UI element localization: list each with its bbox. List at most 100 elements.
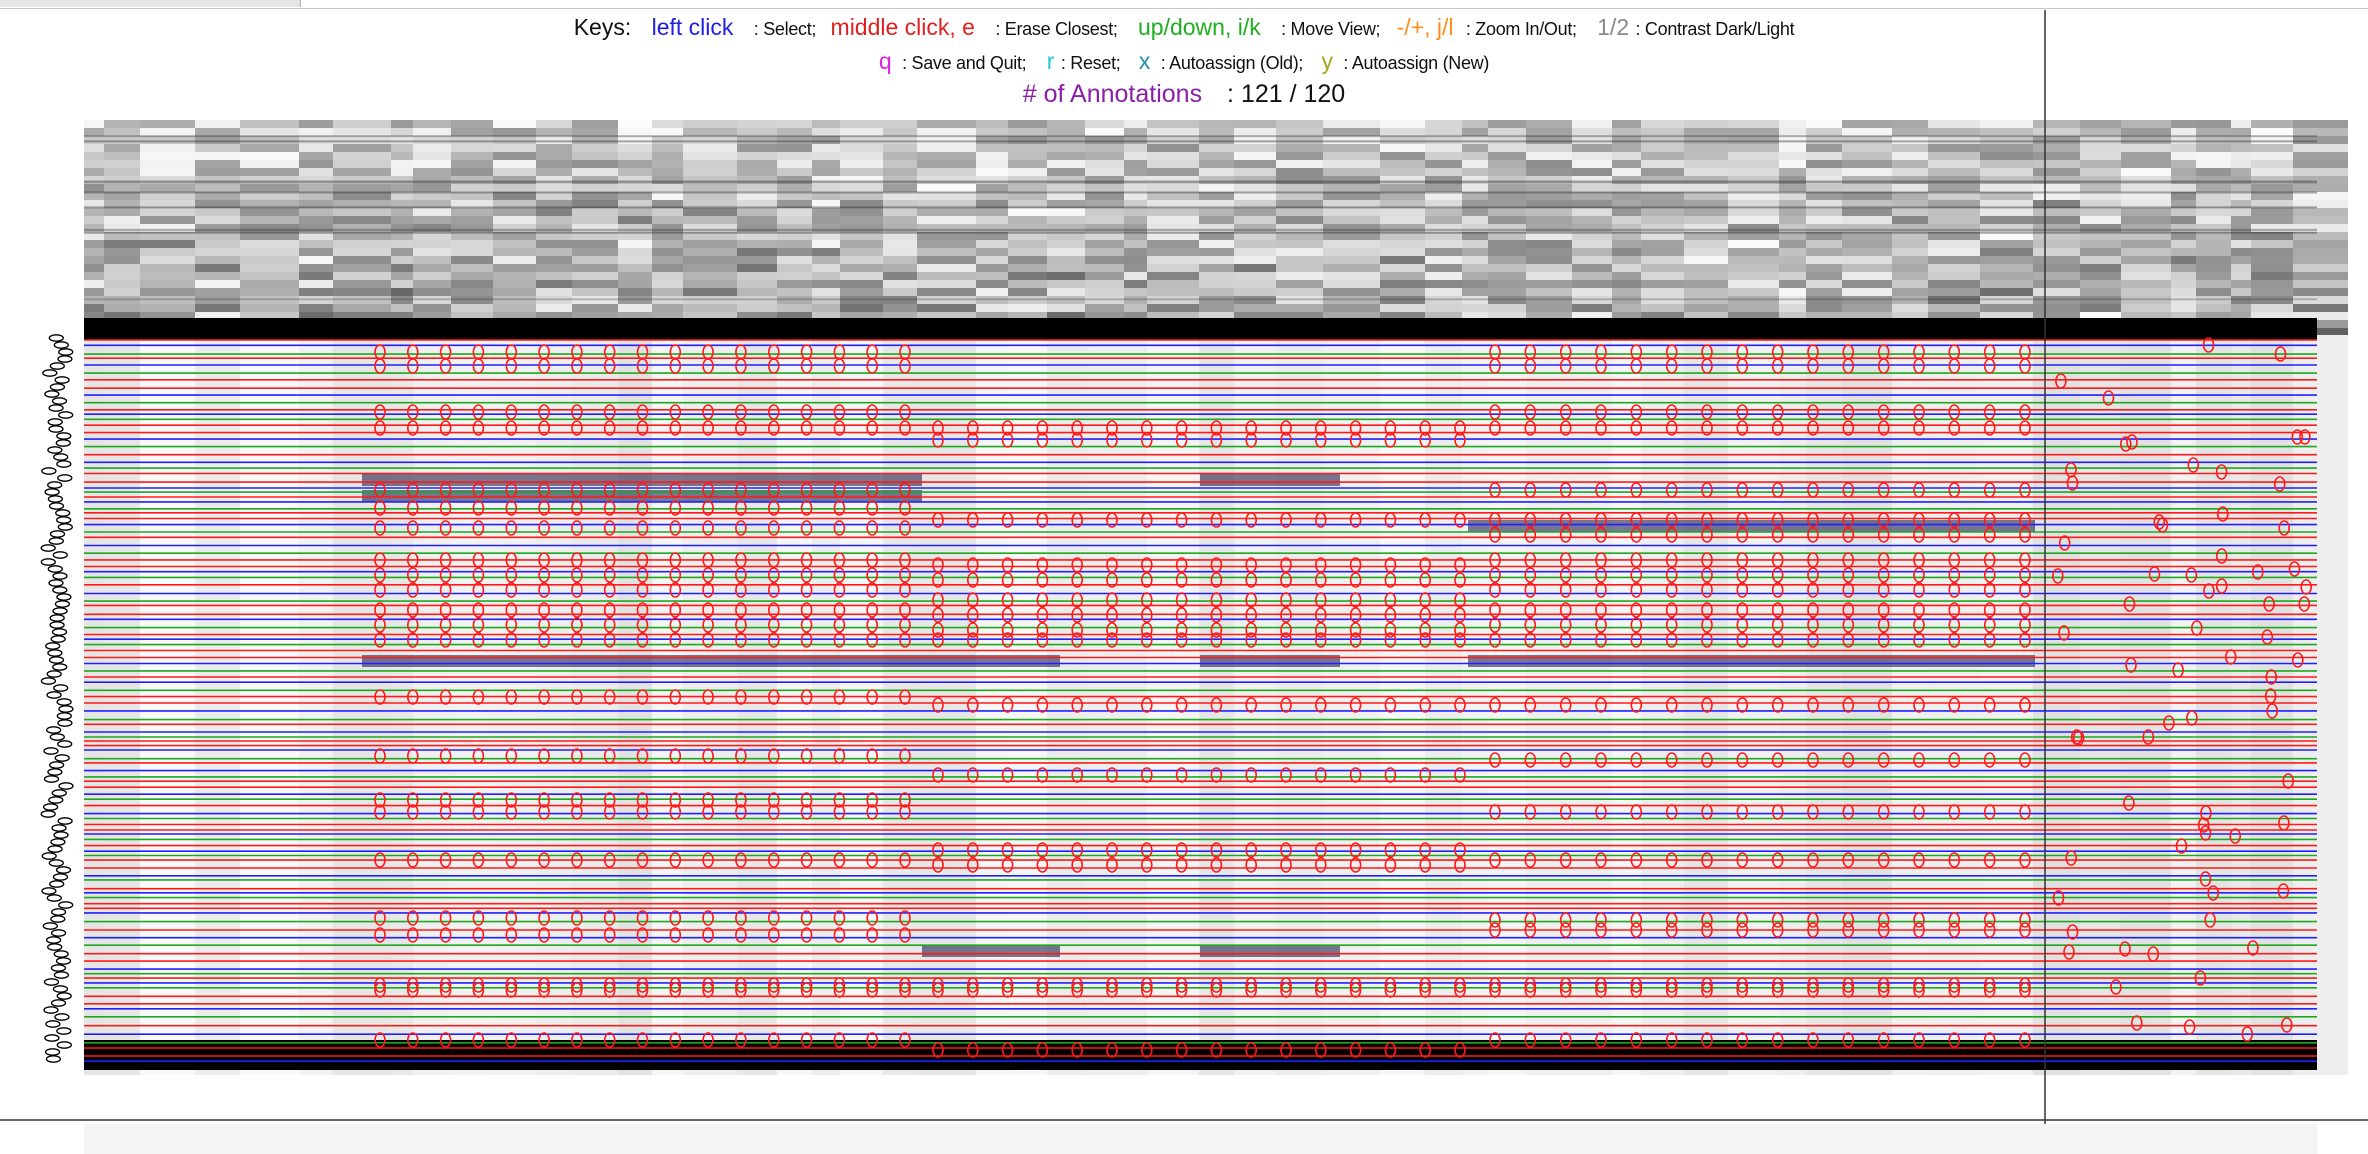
annotation-marker-icon[interactable] [1315, 622, 1327, 638]
annotation-marker-icon[interactable] [2019, 982, 2031, 998]
annotation-marker-icon[interactable] [899, 602, 911, 618]
annotation-marker-icon[interactable] [1948, 922, 1961, 938]
annotation-marker-icon[interactable] [636, 520, 649, 536]
annotation-marker-icon[interactable] [1454, 557, 1466, 573]
annotation-marker-icon[interactable] [1807, 977, 1819, 993]
annotation-marker-icon[interactable] [1280, 1042, 1292, 1058]
annotation-marker-icon[interactable] [1983, 804, 1996, 820]
annotation-marker-icon[interactable] [472, 982, 485, 998]
annotation-marker-icon[interactable] [866, 632, 879, 648]
annotation-marker-icon[interactable] [866, 420, 879, 436]
annotation-marker-icon[interactable] [932, 557, 944, 573]
annotation-marker-icon[interactable] [1454, 767, 1466, 783]
annotation-marker-icon[interactable] [767, 602, 780, 618]
annotation-marker-icon[interactable] [1454, 592, 1466, 608]
annotation-marker-icon[interactable] [2217, 506, 2229, 522]
annotation-marker-icon[interactable] [1315, 1042, 1327, 1058]
annotation-marker-icon[interactable] [1701, 567, 1713, 583]
annotation-marker-icon[interactable] [735, 982, 747, 998]
annotation-marker-icon[interactable] [866, 982, 879, 998]
annotation-marker-icon[interactable] [1524, 977, 1537, 993]
annotation-marker-icon[interactable] [2274, 346, 2287, 362]
annotation-marker-icon[interactable] [1807, 632, 1819, 648]
annotation-marker-icon[interactable] [2252, 564, 2264, 580]
annotation-marker-icon[interactable] [702, 977, 714, 993]
annotation-marker-icon[interactable] [2058, 625, 2070, 641]
annotation-marker-icon[interactable] [1001, 857, 1014, 873]
annotation-marker-icon[interactable] [1489, 358, 1501, 374]
annotation-marker-icon[interactable] [1001, 632, 1014, 648]
annotation-marker-icon[interactable] [1771, 912, 1784, 928]
annotation-marker-icon[interactable] [1595, 482, 1607, 498]
annotation-marker-icon[interactable] [735, 927, 747, 943]
annotation-marker-icon[interactable] [439, 632, 452, 648]
annotation-marker-icon[interactable] [603, 982, 616, 998]
annotation-marker-icon[interactable] [1771, 752, 1784, 768]
annotation-marker-icon[interactable] [702, 910, 714, 926]
annotation-marker-icon[interactable] [1771, 697, 1784, 713]
annotation-marker-icon[interactable] [1807, 527, 1819, 543]
annotation-marker-icon[interactable] [571, 358, 583, 374]
annotation-marker-icon[interactable] [767, 552, 780, 568]
annotation-marker-icon[interactable] [1384, 592, 1397, 608]
annotation-marker-icon[interactable] [2273, 476, 2286, 492]
annotation-marker-icon[interactable] [932, 842, 944, 858]
annotation-marker-icon[interactable] [505, 982, 518, 998]
annotation-marker-icon[interactable] [472, 358, 485, 374]
annotation-marker-icon[interactable] [1701, 552, 1713, 568]
annotation-marker-icon[interactable] [571, 420, 583, 436]
annotation-marker-icon[interactable] [1419, 420, 1431, 436]
annotation-marker-icon[interactable] [2207, 885, 2219, 901]
annotation-marker-icon[interactable] [2119, 941, 2131, 957]
annotation-marker-icon[interactable] [1384, 557, 1397, 573]
annotation-marker-icon[interactable] [1001, 592, 1014, 608]
annotation-marker-icon[interactable] [1071, 432, 1083, 448]
annotation-marker-icon[interactable] [571, 910, 583, 926]
annotation-marker-icon[interactable] [1524, 804, 1537, 820]
annotation-marker-icon[interactable] [1524, 1032, 1537, 1048]
annotation-marker-icon[interactable] [1559, 567, 1572, 583]
annotation-marker-icon[interactable] [866, 482, 879, 498]
annotation-marker-icon[interactable] [2125, 657, 2137, 673]
annotation-marker-icon[interactable] [702, 520, 714, 536]
annotation-marker-icon[interactable] [1559, 527, 1572, 543]
annotation-marker-icon[interactable] [966, 572, 979, 588]
annotation-marker-icon[interactable] [1877, 804, 1890, 820]
annotation-marker-icon[interactable] [899, 582, 911, 598]
annotation-marker-icon[interactable] [1913, 617, 1925, 633]
annotation-marker-icon[interactable] [1489, 982, 1501, 998]
annotation-marker-icon[interactable] [1983, 697, 1996, 713]
annotation-marker-icon[interactable] [767, 748, 780, 764]
annotation-marker-icon[interactable] [439, 977, 452, 993]
annotation-marker-icon[interactable] [1559, 697, 1572, 713]
annotation-marker-icon[interactable] [1071, 857, 1083, 873]
annotation-marker-icon[interactable] [1948, 852, 1961, 868]
annotation-marker-icon[interactable] [1595, 752, 1607, 768]
annotation-marker-icon[interactable] [1141, 842, 1153, 858]
annotation-marker-icon[interactable] [2175, 838, 2188, 854]
annotation-marker-icon[interactable] [899, 617, 911, 633]
annotation-marker-icon[interactable] [1280, 632, 1292, 648]
annotation-marker-icon[interactable] [1245, 592, 1257, 608]
annotation-marker-icon[interactable] [1736, 912, 1749, 928]
annotation-marker-icon[interactable] [1384, 420, 1397, 436]
annotation-marker-icon[interactable] [966, 420, 979, 436]
annotation-marker-icon[interactable] [1071, 572, 1083, 588]
annotation-marker-icon[interactable] [571, 404, 583, 420]
annotation-marker-icon[interactable] [1771, 804, 1784, 820]
annotation-marker-icon[interactable] [406, 910, 419, 926]
annotation-marker-icon[interactable] [1384, 622, 1397, 638]
annotation-marker-icon[interactable] [1877, 552, 1890, 568]
annotation-marker-icon[interactable] [406, 617, 419, 633]
annotation-marker-icon[interactable] [472, 852, 485, 868]
annotation-marker-icon[interactable] [603, 520, 616, 536]
annotation-marker-icon[interactable] [1454, 842, 1466, 858]
annotation-marker-icon[interactable] [1877, 982, 1890, 998]
annotation-marker-icon[interactable] [374, 500, 386, 516]
annotation-marker-icon[interactable] [636, 482, 649, 498]
annotation-marker-icon[interactable] [571, 602, 583, 618]
annotation-marker-icon[interactable] [2200, 805, 2212, 821]
annotation-marker-icon[interactable] [571, 567, 583, 583]
annotation-marker-icon[interactable] [1913, 567, 1925, 583]
